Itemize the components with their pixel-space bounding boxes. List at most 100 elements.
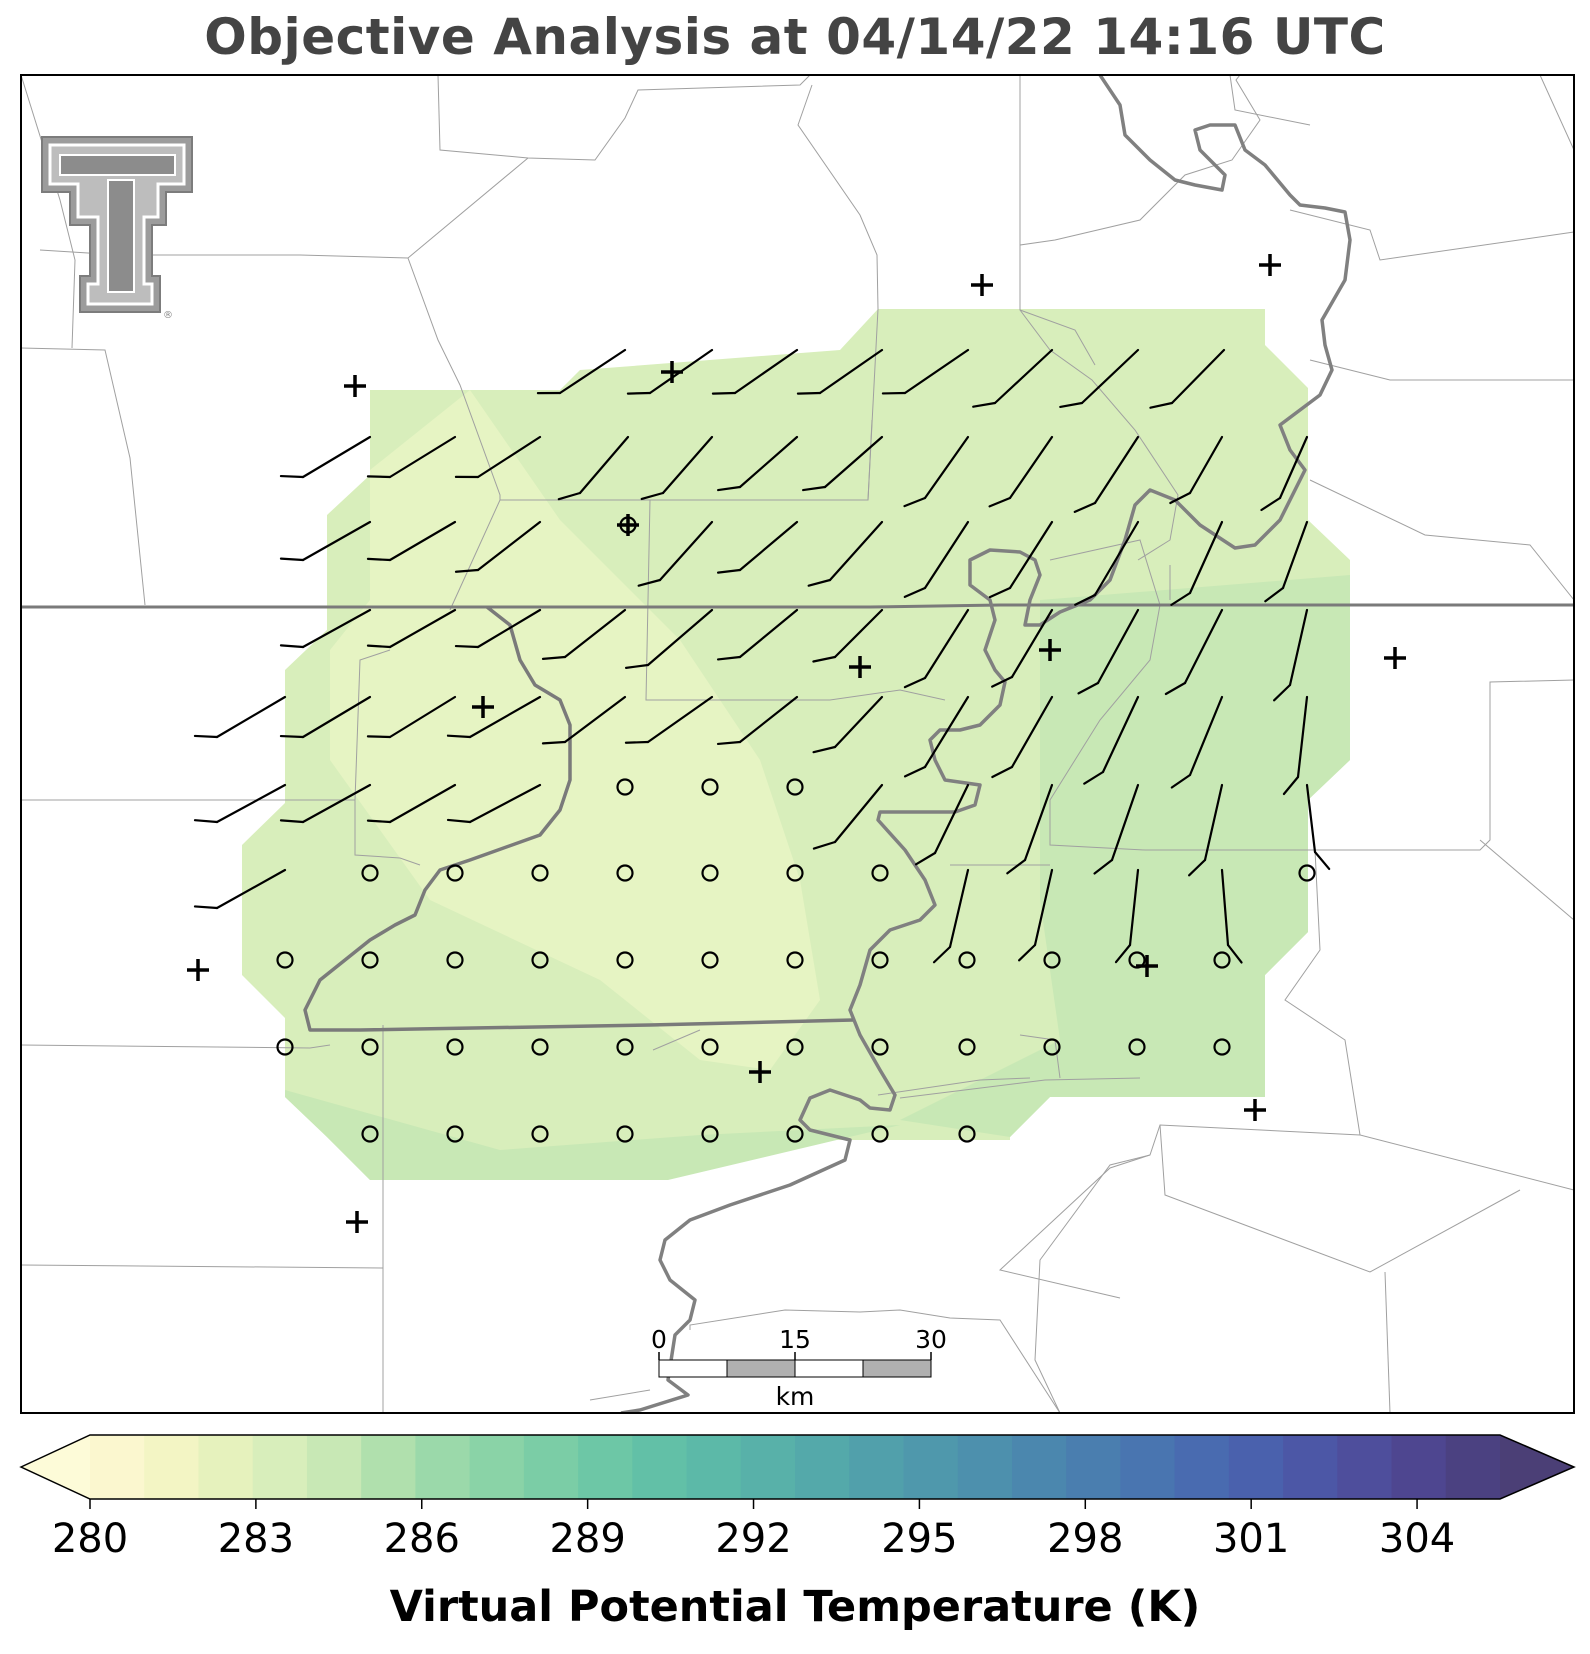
wind-barb-flag xyxy=(716,740,742,746)
calm-wind-circle xyxy=(276,951,294,969)
scale-tick-15: 15 xyxy=(779,1325,811,1354)
calm-wind-circle xyxy=(871,1125,889,1143)
colorbar-bin xyxy=(415,1435,471,1499)
wind-barb-flag xyxy=(1273,683,1292,702)
wind-barb-shaft xyxy=(1096,608,1140,685)
calm-wind-circle xyxy=(1128,951,1146,969)
wind-barb-shaft xyxy=(301,520,372,562)
calm-wind-circle xyxy=(786,1125,804,1143)
wind-barb-shaft xyxy=(215,783,287,824)
colorbar-tick-label: 301 xyxy=(1213,1516,1289,1562)
wind-barb-flag xyxy=(624,663,650,669)
wind-barb-flag xyxy=(366,819,392,824)
colorbar-bin xyxy=(306,1435,362,1499)
wind-barb-flag xyxy=(932,945,952,964)
wind-barb-flag xyxy=(1006,858,1027,875)
wind-barb-shaft xyxy=(1278,435,1309,500)
wind-barb-shaft xyxy=(388,520,457,562)
wind-barb-shaft xyxy=(1128,868,1140,947)
wind-barb-shaft xyxy=(733,348,799,395)
wind-barb-flag xyxy=(903,765,927,778)
wind-barb-shaft xyxy=(301,695,372,739)
scale-unit: km xyxy=(776,1382,815,1411)
wind-barb-flag xyxy=(1074,593,1097,606)
wind-barb-flag xyxy=(903,676,927,689)
wind-barb-flag xyxy=(1313,850,1331,871)
colorbar-tick-label: 295 xyxy=(881,1516,957,1562)
wind-barb-flag xyxy=(279,474,305,479)
wind-barb-flag xyxy=(1093,858,1114,875)
colorbar-bin xyxy=(578,1435,633,1499)
calm-wind-circle xyxy=(1128,1038,1146,1056)
calm-wind-circle xyxy=(616,1038,634,1056)
wind-barb-flag xyxy=(716,655,742,661)
wind-barb-flag xyxy=(446,734,472,739)
wind-barb-shaft xyxy=(828,520,884,582)
wind-barb-flag xyxy=(366,735,392,739)
wind-barb-flag xyxy=(454,568,480,573)
wind-barb-flag xyxy=(716,568,742,574)
wind-barb-shaft xyxy=(1188,695,1224,777)
wind-barb-shaft xyxy=(1023,783,1054,862)
wind-barb-shaft xyxy=(1281,520,1309,590)
colorbar-bin xyxy=(361,1435,416,1499)
colorbar-label: Virtual Potential Temperature (K) xyxy=(389,1582,1201,1632)
colorbar-extend-high xyxy=(1500,1435,1574,1499)
wind-barb-flag xyxy=(366,475,392,479)
colorbar-bin xyxy=(1011,1435,1067,1499)
calm-wind-circle xyxy=(616,864,634,882)
wind-barb-shaft xyxy=(388,783,457,824)
logo-registered-mark: ® xyxy=(163,310,173,321)
colorbar-bin xyxy=(1391,1435,1447,1499)
wind-barb-flag xyxy=(640,491,665,501)
calm-wind-circle xyxy=(786,1038,804,1056)
colorbar-tick-label: 292 xyxy=(715,1516,791,1562)
station-marker xyxy=(1244,1099,1266,1121)
scale-tick-0: 0 xyxy=(651,1325,667,1354)
calm-wind-circle xyxy=(531,1038,549,1056)
field-zone-warm-southwest xyxy=(285,1090,900,1180)
wind-barb-flag xyxy=(711,391,737,395)
station-marker xyxy=(344,375,366,397)
wind-barb-flag xyxy=(1073,501,1097,513)
scale-bar: 0 15 30 km xyxy=(651,1325,947,1411)
colorbar-bin xyxy=(957,1435,1013,1499)
wind-barb-flag xyxy=(1059,401,1084,409)
wind-barb-shaft xyxy=(1296,695,1309,779)
colorbar-bin xyxy=(849,1435,905,1499)
wind-barb-shaft xyxy=(1010,608,1054,679)
calm-wind-circle xyxy=(616,1125,634,1143)
map-frame xyxy=(20,74,1575,1414)
calm-wind-circle xyxy=(446,1038,464,1056)
calm-wind-circle xyxy=(531,864,549,882)
wind-barb-flag xyxy=(1170,773,1192,789)
calm-wind-circle xyxy=(361,951,379,969)
wind-barb-shaft xyxy=(923,695,970,769)
calm-wind-circle xyxy=(446,1125,464,1143)
calm-wind-circle xyxy=(786,864,804,882)
wind-barb-flag xyxy=(1114,943,1132,964)
wind-barb-shaft xyxy=(833,783,884,844)
wind-barb-shaft xyxy=(215,695,287,739)
wind-barb-flag xyxy=(279,734,305,739)
wind-barb-flag xyxy=(1264,586,1285,603)
colorbar-bin xyxy=(198,1435,254,1499)
colorbar-bin xyxy=(1445,1435,1501,1499)
wind-barb-flag xyxy=(193,734,219,739)
calm-wind-circle xyxy=(1213,1038,1231,1056)
wind-barb-shaft xyxy=(738,608,799,659)
state-line xyxy=(21,603,1574,609)
wind-barb-flag xyxy=(557,491,582,501)
wind-barb-flag xyxy=(637,578,662,587)
wind-barb-shaft xyxy=(476,520,542,572)
wind-barb-flag xyxy=(802,485,827,492)
calm-wind-circle xyxy=(871,951,889,969)
colorbar-bin xyxy=(144,1435,200,1499)
wind-barb-flag xyxy=(1083,770,1105,785)
wind-barb-shaft xyxy=(903,348,970,395)
calm-wind-circle xyxy=(958,1125,976,1143)
wind-barb-shaft xyxy=(923,435,970,500)
station-marker xyxy=(1039,639,1061,661)
wind-barb-shaft xyxy=(1183,608,1224,685)
